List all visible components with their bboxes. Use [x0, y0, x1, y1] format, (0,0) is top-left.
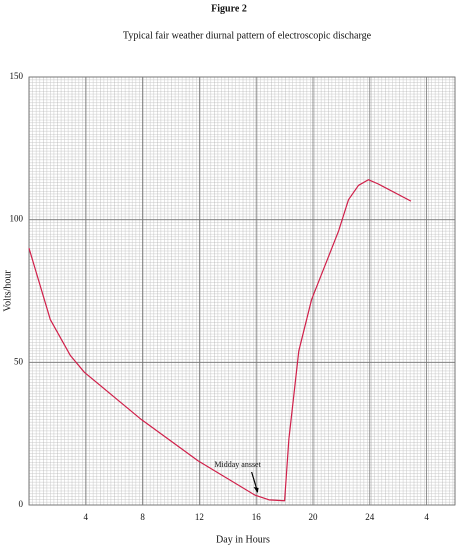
annotation-arrowhead: [253, 487, 259, 494]
x-tick-label: 24: [365, 512, 375, 522]
x-tick-label: 20: [309, 512, 319, 522]
x-tick-label: 16: [252, 512, 262, 522]
x-tick-label: 12: [195, 512, 204, 522]
x-tick-label: 4: [424, 512, 429, 522]
annotation: Midday ansset: [214, 460, 261, 469]
y-tick-label: 150: [10, 71, 24, 81]
y-tick-label: 50: [14, 356, 24, 366]
y-tick-label: 100: [10, 214, 24, 224]
x-tick-label: 8: [140, 512, 145, 522]
x-tick-label: 4: [84, 512, 89, 522]
x-axis-label: Day in Hours: [216, 534, 270, 545]
data-line: [28, 179, 412, 502]
plot-area: [28, 76, 456, 506]
y-axis-label: Volts/hour: [2, 270, 13, 312]
chart-subtitle: Typical fair weather diurnal pattern of …: [123, 30, 372, 41]
y-tick-label: 0: [19, 499, 24, 509]
chart-title: Figure 2: [211, 3, 247, 14]
